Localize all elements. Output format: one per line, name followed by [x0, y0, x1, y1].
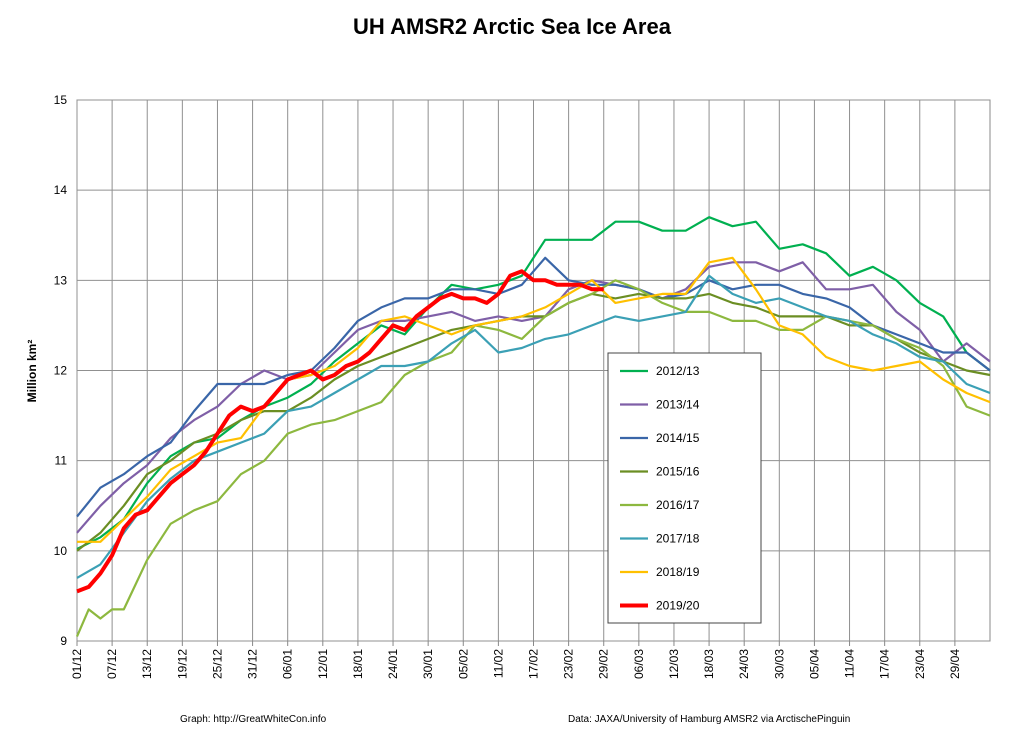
x-tick-label: 30/01 [421, 649, 435, 679]
x-tick-label: 11/02 [491, 649, 505, 678]
series-line-2017-18 [76, 274, 991, 579]
x-tick-label: 18/01 [351, 649, 365, 679]
y-tick-label: 12 [54, 364, 68, 378]
y-tick-label: 15 [54, 93, 68, 107]
chart-title: UH AMSR2 Arctic Sea Ice Area [353, 14, 672, 39]
legend-label: 2013/14 [656, 398, 700, 412]
x-tick-label: 25/12 [210, 649, 224, 679]
x-tick-label: 11/04 [843, 649, 857, 678]
series-line-2015-16 [76, 292, 991, 552]
series-line-2018-19 [77, 256, 991, 543]
y-tick-label: 11 [55, 454, 68, 468]
y-tick-label: 13 [54, 273, 68, 287]
x-tick-label: 12/03 [667, 649, 681, 679]
legend-label: 2015/16 [656, 465, 700, 479]
x-tick-label: 17/04 [878, 649, 892, 679]
x-tick-label: 13/12 [140, 649, 154, 679]
footer-graph-credit: Graph: http://GreatWhiteCon.info [180, 714, 327, 725]
x-tick-label: 06/03 [632, 649, 646, 679]
legend-label: 2017/18 [656, 532, 700, 546]
x-tick-label: 01/12 [70, 649, 84, 679]
legend-label: 2014/15 [656, 431, 700, 445]
x-tick-label: 12/01 [316, 649, 330, 679]
x-tick-label: 05/02 [456, 649, 470, 679]
y-tick-label: 9 [60, 634, 67, 648]
legend-label: 2016/17 [656, 498, 700, 512]
series-line-2014-15 [76, 256, 991, 518]
x-tick-label: 29/04 [948, 649, 962, 679]
series-line-2013-14 [76, 261, 991, 534]
x-tick-label: 18/03 [702, 649, 716, 679]
legend-label: 2012/13 [656, 364, 700, 378]
legend-label: 2019/20 [656, 599, 700, 613]
y-tick-label: 14 [54, 183, 68, 197]
x-tick-label: 07/12 [105, 649, 119, 679]
x-tick-label: 29/02 [597, 649, 611, 679]
footer-data-source: Data: JAXA/University of Hamburg AMSR2 v… [568, 714, 850, 725]
x-tick-label: 23/02 [562, 649, 576, 679]
x-tick-label: 19/12 [175, 649, 189, 679]
x-tick-label: 23/04 [913, 649, 927, 679]
plot-area: 9 10 11 12 13 14 15 01/12 07/12 13/12 19/12 25/12 31… [54, 93, 991, 679]
series-line-2019-20 [76, 269, 604, 594]
x-tick-label: 06/01 [281, 649, 295, 679]
x-tick-label: 31/12 [246, 649, 260, 679]
y-axis-label: Million km² [25, 340, 39, 403]
x-tick-label: 05/04 [807, 649, 821, 679]
x-tick-label: 30/03 [772, 649, 786, 679]
series-line-2012-13 [76, 216, 991, 550]
x-tick-label: 24/03 [737, 649, 751, 679]
y-tick-label: 10 [54, 544, 68, 558]
legend-box [607, 352, 762, 624]
legend-label: 2018/19 [656, 565, 700, 579]
x-tick-label: 24/01 [386, 649, 400, 679]
x-tick-label: 17/02 [527, 649, 541, 679]
